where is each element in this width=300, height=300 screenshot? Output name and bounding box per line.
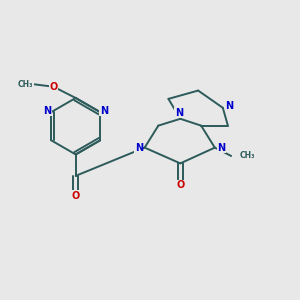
Text: N: N <box>100 106 108 116</box>
Text: N: N <box>43 106 51 116</box>
Text: CH₃: CH₃ <box>239 152 255 160</box>
Text: N: N <box>175 108 183 118</box>
Text: O: O <box>176 180 184 190</box>
Text: N: N <box>135 142 143 153</box>
Text: N: N <box>225 101 233 111</box>
Text: N: N <box>217 142 225 153</box>
Text: O: O <box>72 191 80 201</box>
Text: CH₃: CH₃ <box>18 80 34 89</box>
Text: O: O <box>49 82 58 92</box>
